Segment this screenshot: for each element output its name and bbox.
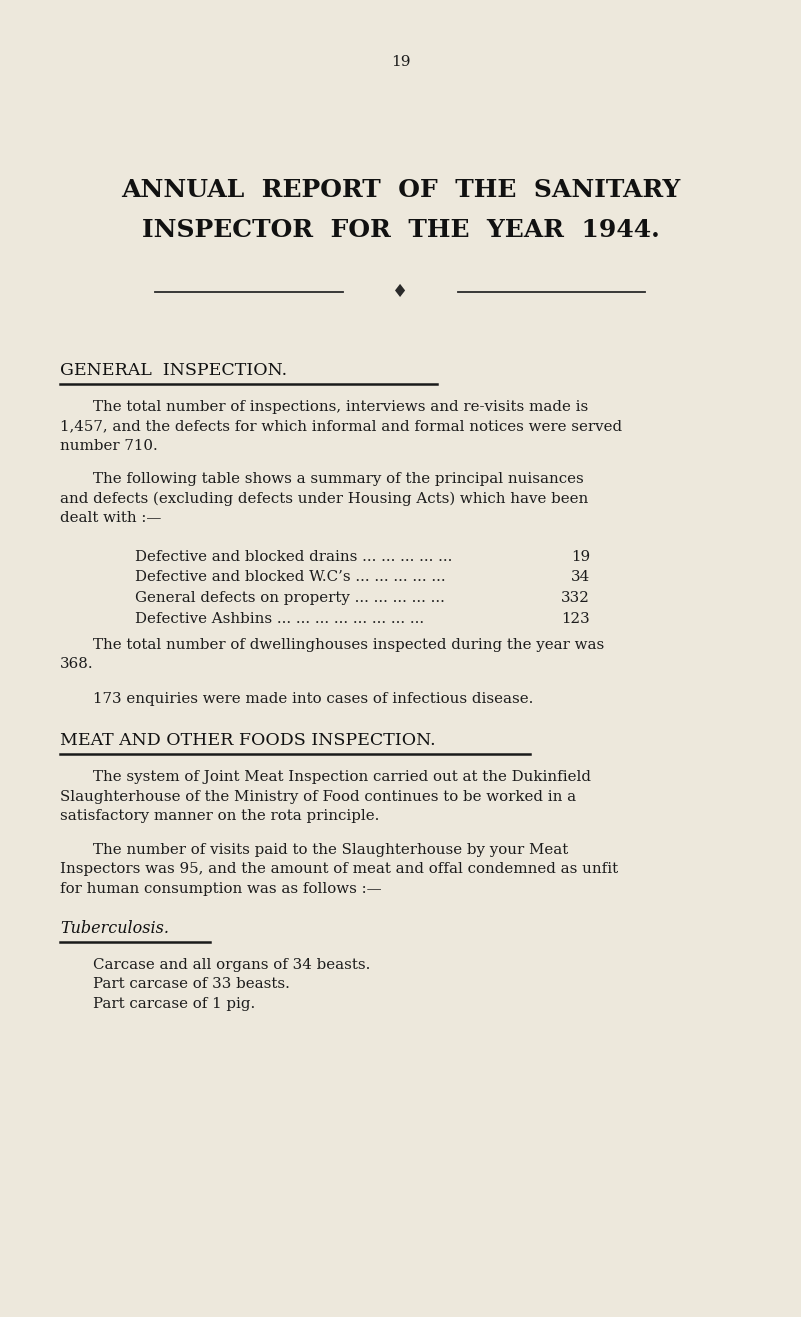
- Text: Inspectors was 95, and the amount of meat and offal condemned as unfit: Inspectors was 95, and the amount of mea…: [60, 863, 618, 877]
- Text: number 710.: number 710.: [60, 439, 158, 453]
- Text: General defects on property ... ... ... ... ...: General defects on property ... ... ... …: [135, 591, 445, 605]
- Text: and defects (excluding defects under Housing Acts) which have been: and defects (excluding defects under Hou…: [60, 491, 588, 506]
- Text: 1,457, and the defects for which informal and formal notices were served: 1,457, and the defects for which informa…: [60, 420, 622, 433]
- Text: 19: 19: [571, 551, 590, 564]
- Text: GENERAL  INSPECTION.: GENERAL INSPECTION.: [60, 362, 287, 379]
- Text: dealt with :—: dealt with :—: [60, 511, 161, 525]
- Text: The system of Joint Meat Inspection carried out at the Dukinfield: The system of Joint Meat Inspection carr…: [93, 770, 591, 784]
- Text: 368.: 368.: [60, 657, 94, 672]
- Text: Part carcase of 33 beasts.: Part carcase of 33 beasts.: [93, 977, 290, 992]
- Text: MEAT AND OTHER FOODS INSPECTION.: MEAT AND OTHER FOODS INSPECTION.: [60, 732, 436, 749]
- Text: Carcase and all organs of 34 beasts.: Carcase and all organs of 34 beasts.: [93, 957, 370, 972]
- Text: Part carcase of 1 pig.: Part carcase of 1 pig.: [93, 997, 256, 1011]
- Text: 34: 34: [571, 570, 590, 585]
- Text: The total number of inspections, interviews and re-visits made is: The total number of inspections, intervi…: [93, 400, 588, 414]
- Text: ANNUAL  REPORT  OF  THE  SANITARY: ANNUAL REPORT OF THE SANITARY: [121, 178, 680, 202]
- Text: satisfactory manner on the rota principle.: satisfactory manner on the rota principl…: [60, 809, 380, 823]
- Text: Defective Ashbins ... ... ... ... ... ... ... ...: Defective Ashbins ... ... ... ... ... ..…: [135, 611, 424, 626]
- Text: ♦: ♦: [392, 283, 409, 302]
- Text: The total number of dwellinghouses inspected during the year was: The total number of dwellinghouses inspe…: [93, 637, 604, 652]
- Text: INSPECTOR  FOR  THE  YEAR  1944.: INSPECTOR FOR THE YEAR 1944.: [142, 219, 659, 242]
- Text: The following table shows a summary of the principal nuisances: The following table shows a summary of t…: [93, 471, 584, 486]
- Text: 332: 332: [562, 591, 590, 605]
- Text: Slaughterhouse of the Ministry of Food continues to be worked in a: Slaughterhouse of the Ministry of Food c…: [60, 789, 576, 803]
- Text: 123: 123: [562, 611, 590, 626]
- Text: Defective and blocked drains ... ... ... ... ...: Defective and blocked drains ... ... ...…: [135, 551, 453, 564]
- Text: The number of visits paid to the Slaughterhouse by your Meat: The number of visits paid to the Slaught…: [93, 843, 568, 857]
- Text: 19: 19: [391, 55, 410, 68]
- Text: 173 enquiries were made into cases of infectious disease.: 173 enquiries were made into cases of in…: [93, 691, 533, 706]
- Text: Defective and blocked W.C’s ... ... ... ... ...: Defective and blocked W.C’s ... ... ... …: [135, 570, 445, 585]
- Text: Tuberculosis.: Tuberculosis.: [60, 921, 169, 936]
- Text: for human consumption was as follows :—: for human consumption was as follows :—: [60, 882, 381, 896]
